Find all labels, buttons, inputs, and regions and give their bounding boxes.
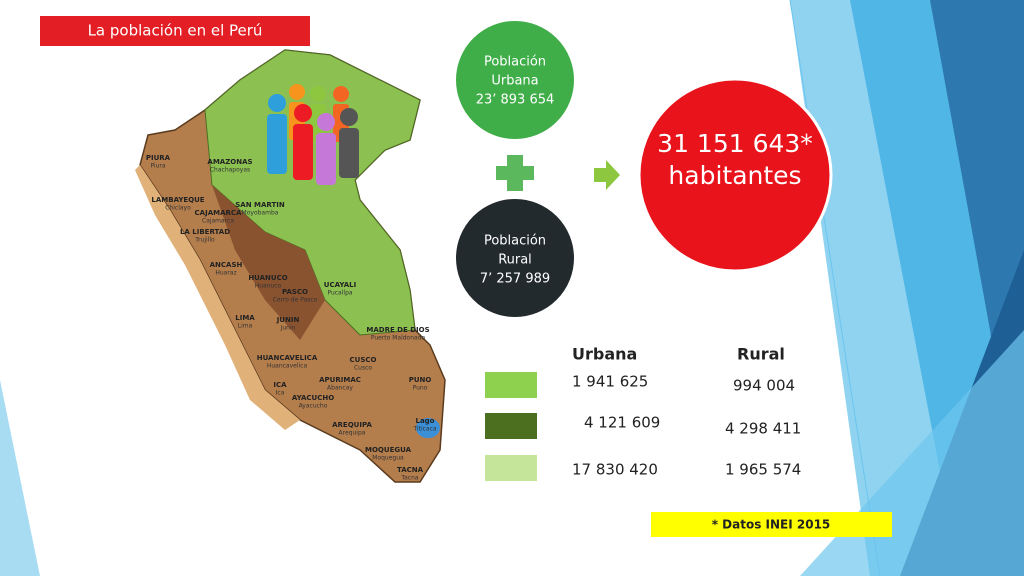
table-cell: 1 941 625: [572, 373, 648, 391]
map: [135, 49, 446, 483]
map-capital: Moyobamba: [242, 210, 279, 217]
map-region: ICA: [273, 381, 287, 389]
map-region: Lago: [415, 417, 434, 425]
map-capital: Chachapoyas: [210, 167, 250, 174]
table-cell: 4 121 609: [584, 414, 660, 432]
urban-text: Urbana: [491, 74, 538, 89]
map-region: TACNA: [397, 466, 424, 474]
note: * Datos INEI 2015: [712, 518, 831, 532]
map-capital: Cerro de Pasco: [273, 297, 318, 304]
map-region: LA LIBERTAD: [180, 228, 230, 236]
map-capital: Ica: [276, 390, 285, 397]
map-capital: Trujillo: [194, 237, 215, 244]
map-capital: Arequipa: [339, 430, 366, 437]
map-capital: Chiclayo: [165, 205, 191, 212]
map-capital: Titicaca: [412, 426, 436, 433]
map-region: LAMBAYEQUE: [151, 196, 204, 204]
map-capital: Cajamarca: [202, 218, 234, 225]
table-cell: 4 298 411: [725, 420, 801, 438]
map-region: LIMA: [235, 314, 255, 322]
map-capital: Huaraz: [215, 270, 236, 277]
map-capital: Tacna: [400, 475, 418, 482]
rural-text: Rural: [498, 253, 532, 268]
total-circle: [637, 77, 833, 273]
plus-icon: [496, 155, 534, 191]
total-text: habitantes: [668, 161, 801, 190]
map-region: SAN MARTIN: [235, 201, 285, 209]
map-region: PASCO: [282, 288, 308, 296]
map-region: CAJAMARCA: [195, 209, 242, 217]
map-capital: Pucallpa: [327, 290, 352, 297]
map-capital: Puerto Maldonado: [371, 335, 426, 342]
swatch: [485, 455, 537, 481]
table-header: Urbana: [572, 345, 637, 364]
map-region: AYACUCHO: [292, 394, 334, 402]
map-capital: Piura: [150, 163, 165, 170]
rural-text: 7’ 257 989: [480, 272, 550, 287]
map-region: AREQUIPA: [332, 421, 372, 429]
urban-text: Población: [484, 55, 546, 70]
map-region: CUSCO: [350, 356, 377, 364]
table-cell: 994 004: [733, 377, 795, 395]
total-text: 31 151 643*: [657, 129, 813, 158]
map-region: APURIMAC: [319, 376, 361, 384]
map-capital: Junin: [280, 325, 296, 332]
swatch: [485, 413, 537, 439]
map-region: ANCASH: [210, 261, 243, 269]
map-capital: Moquegua: [372, 455, 404, 462]
urban-circle: [454, 19, 576, 141]
rural-circle: [454, 197, 576, 319]
title-box: [40, 16, 310, 46]
arrow-icon: [594, 160, 620, 190]
map-capital: Huancavelica: [267, 363, 308, 370]
rural-text: Población: [484, 234, 546, 249]
map-capital: Abancay: [327, 385, 353, 392]
people-icon: [267, 84, 359, 185]
table-cell: 17 830 420: [572, 461, 658, 479]
map-capital: Cusco: [354, 365, 372, 372]
table-cell: 1 965 574: [725, 461, 801, 479]
map-region: HUANCAVELICA: [257, 354, 318, 362]
note-box: [651, 512, 892, 537]
map-region: PIURA: [146, 154, 171, 162]
map-region: PUNO: [409, 376, 432, 384]
map-region: AMAZONAS: [207, 158, 252, 166]
map-region: UCAYALI: [324, 281, 356, 289]
map-region: HUANUCO: [248, 274, 287, 282]
map-capital: Ayacucho: [299, 403, 328, 410]
map-capital: Lima: [238, 323, 253, 330]
urban-text: 23’ 893 654: [476, 93, 555, 108]
map-capital: Huanuco: [255, 283, 282, 290]
map-region: JUNIN: [276, 316, 300, 324]
table-header: Rural: [737, 345, 785, 364]
map-capital: Puno: [413, 385, 428, 392]
map-region: MOQUEGUA: [365, 446, 412, 454]
title: La población en el Perú: [88, 22, 263, 40]
swatch: [485, 372, 537, 398]
map-region: MADRE DE DIOS: [366, 326, 429, 334]
